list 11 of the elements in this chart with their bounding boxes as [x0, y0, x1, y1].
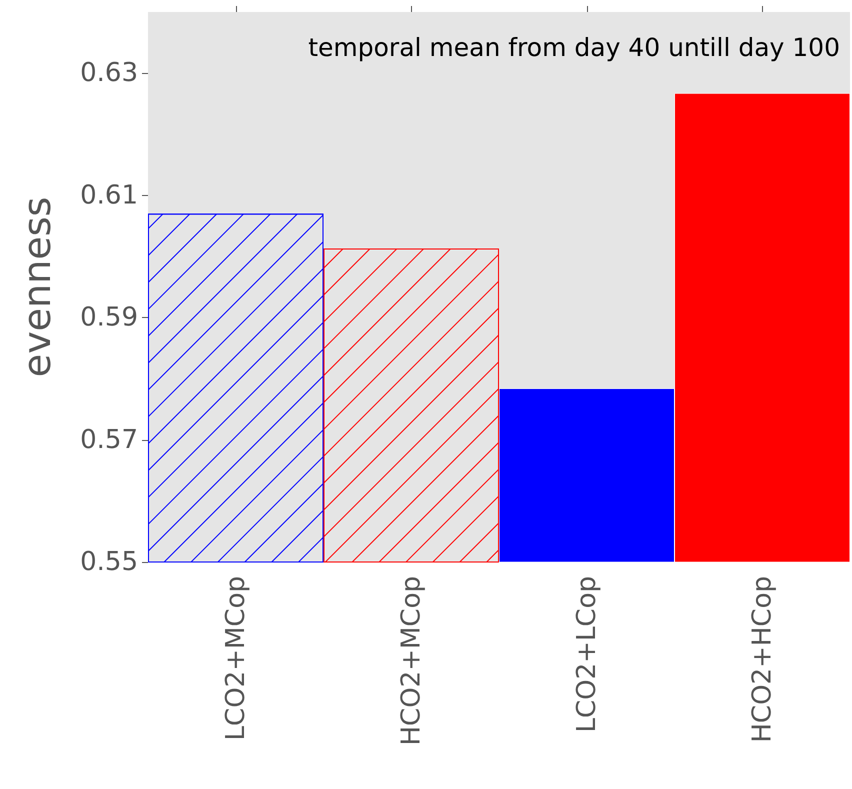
- x-tick-label: HCO2+MCop: [396, 576, 426, 746]
- x-tick-label: LCO2+LCop: [572, 576, 602, 732]
- y-tick-label: 0.55: [80, 547, 138, 577]
- y-axis-title: evenness: [15, 196, 59, 378]
- x-tick-label: HCO2+HCop: [747, 576, 778, 743]
- y-tick-label: 0.59: [80, 302, 138, 333]
- y-tick-label: 0.63: [80, 58, 138, 88]
- x-tick-label: LCO2+MCop: [220, 576, 251, 740]
- y-tick-label: 0.61: [80, 180, 138, 210]
- text: temporal mean from day 40 untill day 100: [308, 33, 840, 62]
- y-tick-label: 0.57: [80, 424, 138, 455]
